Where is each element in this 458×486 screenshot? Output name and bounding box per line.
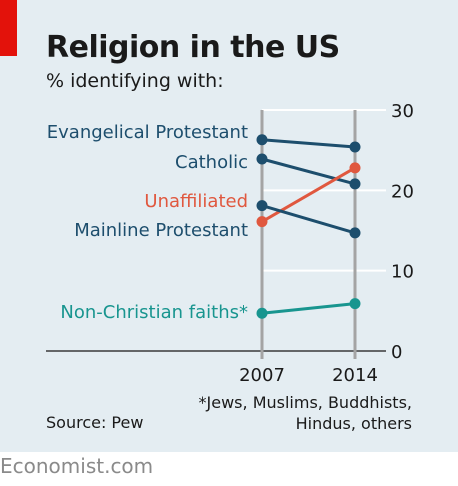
series-labels: Evangelical Protestant Catholic Unaffiliat… — [47, 122, 248, 323]
series-label: Evangelical Protestant — [47, 122, 248, 143]
series-unaffiliated — [256, 162, 361, 228]
series-lines — [256, 134, 361, 319]
chart-title: Religion in the US — [46, 30, 340, 65]
source-note: Source: Pew — [46, 413, 144, 432]
data-point — [256, 134, 268, 146]
data-point — [256, 153, 268, 165]
gridlines — [46, 109, 386, 352]
series-line — [261, 138, 356, 149]
series-line — [261, 166, 356, 223]
data-point — [256, 200, 268, 212]
y-tick-labels: 0 10 20 30 — [391, 101, 414, 363]
series-catholic — [256, 153, 361, 190]
data-point — [349, 227, 361, 239]
series-label: Unaffiliated — [144, 191, 248, 212]
y-tick-label: 0 — [391, 342, 402, 363]
brand-red-tag — [0, 0, 17, 56]
x-tick-label: 2014 — [332, 365, 378, 386]
x-tick-labels: 2007 2014 — [239, 365, 378, 386]
x-tick-label: 2007 — [239, 365, 285, 386]
series-evangelical-protestant — [256, 134, 361, 153]
data-point — [349, 298, 361, 310]
y-tick-label: 30 — [391, 101, 414, 122]
y-tick-label: 10 — [391, 262, 414, 283]
series-line — [261, 157, 356, 186]
y-tick-label: 20 — [391, 181, 414, 202]
footnote-line-2: Hindus, others — [295, 414, 412, 433]
chart-panel — [0, 0, 458, 452]
series-non-christian-faiths — [256, 298, 361, 319]
series-label: Mainline Protestant — [74, 220, 248, 241]
economist-logo-text: Economist.com — [0, 454, 154, 478]
series-mainline-protestant — [256, 200, 361, 239]
data-point — [256, 307, 268, 319]
data-point — [349, 162, 361, 174]
chart-subtitle: % identifying with: — [46, 70, 224, 92]
series-label: Non-Christian faiths* — [60, 302, 248, 323]
data-point — [256, 216, 268, 228]
series-line — [261, 204, 356, 235]
footnote-line-1: *Jews, Muslims, Buddhists, — [198, 393, 412, 412]
series-line — [261, 302, 356, 315]
footnote: *Jews, Muslims, Buddhists, Hindus, other… — [199, 392, 412, 434]
data-point — [349, 178, 361, 190]
series-label: Catholic — [175, 152, 248, 173]
data-point — [349, 141, 361, 153]
